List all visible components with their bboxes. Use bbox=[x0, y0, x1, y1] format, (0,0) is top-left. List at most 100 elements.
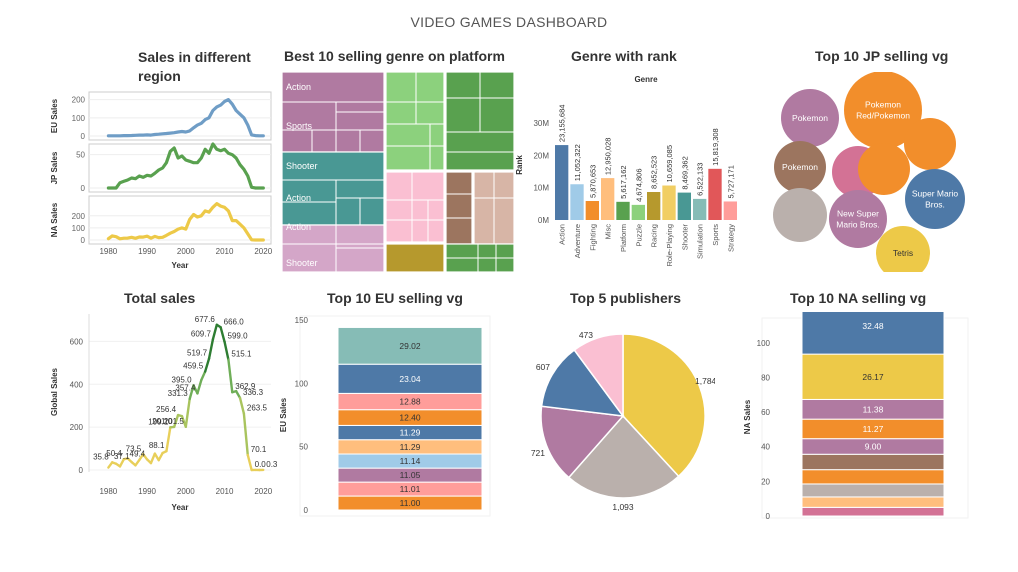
x-tick-label: 2010 bbox=[216, 487, 234, 496]
eu-segment-label: 23.04 bbox=[399, 374, 421, 384]
bar-value-label: 8,469,362 bbox=[680, 156, 689, 189]
x-tick-label: 1980 bbox=[99, 247, 117, 256]
global-sales-line-segment bbox=[203, 357, 211, 373]
data-point-label: 49.4 bbox=[130, 449, 146, 458]
jp-bubble-label: Bros. bbox=[925, 200, 945, 210]
global-sales-line-segment bbox=[196, 378, 203, 395]
panel-title-total-sales: Total sales bbox=[124, 290, 196, 306]
global-sales-line-segment bbox=[219, 326, 226, 343]
treemap-label: Sports bbox=[286, 121, 313, 131]
series-line-eu-sales bbox=[106, 98, 265, 138]
data-point-label: 336.3 bbox=[243, 388, 264, 397]
category-label: Strategy bbox=[726, 224, 735, 252]
pie-value-label: 1,093 bbox=[612, 502, 634, 512]
jp-bubble bbox=[781, 89, 839, 147]
eu-segment-label: 11.29 bbox=[400, 442, 421, 452]
eu-bar-segment bbox=[337, 326, 483, 365]
x-tick-label: 2010 bbox=[216, 247, 234, 256]
global-sales-line-segment bbox=[234, 389, 242, 400]
data-point-label: 0.0 bbox=[255, 460, 267, 469]
data-point-label: 0.3 bbox=[266, 460, 278, 469]
y-tick-label: 0 bbox=[79, 466, 84, 475]
eu-segment-label: 11.05 bbox=[400, 470, 421, 480]
data-point-label: 37.1 bbox=[114, 452, 130, 461]
category-label: Misc bbox=[604, 224, 613, 240]
y-tick-label: 200 bbox=[70, 423, 84, 432]
bar-value-label: 12,950,028 bbox=[604, 138, 613, 176]
na-bar-segment bbox=[801, 483, 945, 498]
jp-bubble bbox=[905, 169, 965, 229]
y-tick-label: 60 bbox=[761, 408, 770, 417]
bar-value-label: 11,052,322 bbox=[573, 144, 582, 181]
category-label: Role-Playing bbox=[665, 224, 674, 267]
jp-bubble bbox=[858, 143, 910, 195]
panel-title-na-top10: Top 10 NA selling vg bbox=[790, 290, 927, 306]
series-line-na-sales bbox=[106, 202, 265, 242]
pie-value-label: 1,784 bbox=[695, 376, 715, 386]
na-bar-segment bbox=[801, 506, 945, 517]
dashboard-title: VIDEO GAMES DASHBOARD bbox=[410, 14, 608, 30]
bar-value-label: 23,155,684 bbox=[558, 105, 567, 143]
na-segment-label: 11.38 bbox=[863, 404, 884, 414]
global-sales-line-segment bbox=[207, 338, 215, 360]
sales-region-chart: 0 100 200 EU Sales 0 50 JP Sales 0 100 200 NA Sale… bbox=[50, 91, 273, 270]
bar-value-label: 15,819,308 bbox=[711, 128, 720, 166]
region-tick-label: 200 bbox=[72, 212, 86, 221]
pie-slice bbox=[567, 414, 680, 499]
pie-slice bbox=[540, 405, 625, 479]
global-sales-line-segment bbox=[200, 370, 207, 382]
pie-value-label: 721 bbox=[531, 448, 545, 458]
region-tick-label: 100 bbox=[72, 114, 86, 123]
bar-role-playing bbox=[662, 185, 676, 220]
region-tick-label: 0 bbox=[81, 132, 86, 141]
bar-value-label: 6,522,133 bbox=[696, 163, 705, 196]
data-point-label: 201.5 bbox=[164, 417, 185, 426]
eu-top10-chart: 0 50 100 150 EU Sales 11.00 11.01 11.05 11.14 11.… bbox=[279, 315, 491, 517]
data-point-label: 88.1 bbox=[149, 441, 165, 450]
bar-value-label: 5,617,162 bbox=[619, 165, 628, 198]
treemap-block bbox=[385, 171, 445, 243]
x-tick-label: 2000 bbox=[177, 247, 195, 256]
region-tick-label: 100 bbox=[72, 224, 86, 233]
category-label: Puzzle bbox=[634, 224, 643, 247]
y-tick-label: 400 bbox=[70, 380, 84, 389]
y-axis-label: Rank bbox=[515, 155, 524, 175]
treemap-label: Shooter bbox=[286, 161, 318, 171]
na-segment-label: 11.27 bbox=[863, 424, 884, 434]
eu-segment-label: 12.88 bbox=[399, 397, 421, 407]
treemap-label: Action bbox=[286, 82, 311, 92]
panel-title-publishers: Top 5 publishers bbox=[570, 290, 681, 306]
category-label: Fighting bbox=[588, 224, 597, 251]
data-point-label: 519.7 bbox=[187, 349, 208, 358]
eu-segment-label: 12.40 bbox=[399, 413, 421, 423]
y-tick-label: 150 bbox=[295, 316, 309, 325]
x-tick-label: 1980 bbox=[99, 487, 117, 496]
region-tick-label: 0 bbox=[81, 184, 86, 193]
panel-title-treemap: Best 10 selling genre on platform bbox=[284, 48, 505, 64]
region-axis-label: EU Sales bbox=[50, 98, 59, 133]
data-point-label: 666.0 bbox=[224, 317, 245, 326]
region-tick-label: 50 bbox=[76, 151, 85, 160]
data-point-label: 459.5 bbox=[183, 362, 204, 371]
eu-segment-label: 11.00 bbox=[400, 498, 421, 508]
eu-segment-label: 11.14 bbox=[400, 456, 421, 466]
x-tick-label: 1990 bbox=[138, 247, 156, 256]
y-tick-label: 10M bbox=[533, 184, 549, 193]
total-sales-chart: 0 200 400 600 1980 1990 2000 2010 2020 Year Global… bbox=[50, 314, 278, 512]
treemap-label: Action bbox=[286, 222, 311, 232]
x-tick-label: 2020 bbox=[254, 247, 272, 256]
data-point-label: 599.0 bbox=[228, 332, 249, 341]
region-tick-label: 200 bbox=[72, 96, 86, 105]
panel-title-sales-region: Sales in different region bbox=[138, 49, 251, 84]
bar-adventure bbox=[570, 184, 584, 220]
na-segment-label: 26.17 bbox=[862, 372, 884, 382]
jp-bubble-label: Tetris bbox=[893, 248, 913, 258]
global-sales-line-segment bbox=[149, 452, 157, 465]
jp-bubble-label: Super Mario bbox=[912, 189, 959, 199]
bar-value-label: 8,652,523 bbox=[650, 156, 659, 189]
jp-bubble-label: New Super bbox=[837, 209, 879, 219]
global-sales-line-segment bbox=[165, 426, 172, 453]
data-point-label: 395.0 bbox=[172, 375, 193, 384]
publishers-pie-chart: 1,784 1,093 721 607 473 bbox=[531, 330, 715, 512]
y-tick-label: 0M bbox=[538, 216, 549, 225]
